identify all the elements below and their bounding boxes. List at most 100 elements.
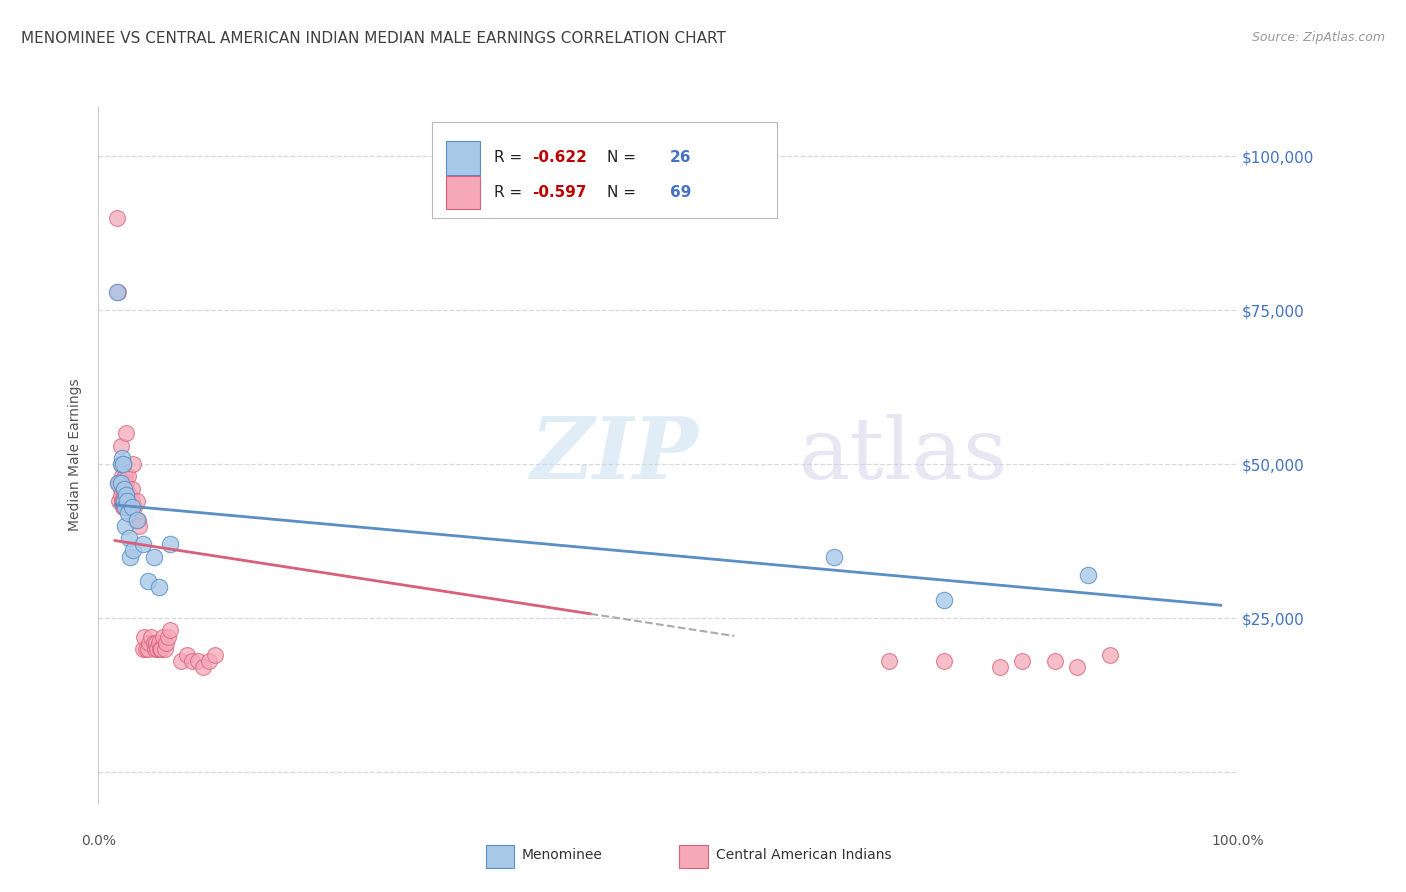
Point [114, 500, 136, 515]
Bar [679, 845, 707, 868]
Point [877, 654, 900, 668]
Point [117, 507, 139, 521]
Point [115, 494, 138, 508]
Point [128, 518, 150, 533]
Point [1077, 568, 1099, 582]
Point [117, 469, 139, 483]
Point [1066, 660, 1088, 674]
Point [143, 641, 166, 656]
Point [142, 549, 165, 564]
Point [110, 439, 132, 453]
Point [112, 500, 135, 515]
Text: atlas: atlas [799, 413, 1008, 497]
Point [118, 500, 141, 515]
Point [108, 494, 131, 508]
Point [114, 518, 136, 533]
Text: Menominee: Menominee [522, 848, 603, 862]
Point [823, 549, 845, 564]
Point [149, 641, 172, 656]
Point [136, 574, 159, 589]
Point [111, 494, 134, 508]
Point [204, 648, 226, 662]
Text: N =: N = [607, 186, 641, 200]
Point [127, 494, 149, 508]
Point [120, 549, 142, 564]
Text: -0.622: -0.622 [533, 151, 588, 165]
Point [107, 285, 129, 299]
Point [112, 457, 135, 471]
Point [111, 494, 134, 508]
Point [1099, 648, 1122, 662]
Point [108, 475, 131, 490]
Point [112, 488, 135, 502]
Y-axis label: Median Male Earnings: Median Male Earnings [69, 378, 83, 532]
Text: 100.0%: 100.0% [1211, 834, 1264, 848]
Point [152, 630, 174, 644]
Point [115, 426, 138, 441]
Point [934, 592, 956, 607]
Point [121, 457, 143, 471]
Point [110, 457, 132, 471]
Point [131, 537, 153, 551]
Point [153, 641, 176, 656]
Point [135, 641, 157, 656]
Bar [446, 141, 479, 175]
Point [112, 494, 135, 508]
Point [111, 475, 134, 490]
Bar [446, 176, 479, 210]
Point [122, 500, 145, 515]
Point [198, 654, 221, 668]
Point [1043, 654, 1066, 668]
Point [110, 475, 132, 490]
Point [148, 580, 170, 594]
Point [120, 500, 142, 515]
Point [117, 494, 139, 508]
Point [138, 636, 160, 650]
Point [136, 641, 159, 656]
Point [111, 457, 134, 471]
Point [121, 494, 143, 508]
Point [141, 630, 163, 644]
Point [118, 531, 141, 545]
Point [105, 211, 128, 225]
Point [110, 482, 132, 496]
Point [107, 475, 129, 490]
Point [193, 660, 215, 674]
Point [107, 475, 129, 490]
Point [187, 654, 209, 668]
Point [145, 636, 167, 650]
Point [159, 624, 181, 638]
Text: R =: R = [494, 151, 527, 165]
Point [934, 654, 956, 668]
Text: 69: 69 [671, 186, 692, 200]
Point [127, 512, 149, 526]
Text: -0.597: -0.597 [533, 186, 586, 200]
FancyBboxPatch shape [432, 121, 778, 218]
Point [115, 475, 138, 490]
Text: Central American Indians: Central American Indians [716, 848, 891, 862]
Point [181, 654, 204, 668]
Text: MENOMINEE VS CENTRAL AMERICAN INDIAN MEDIAN MALE EARNINGS CORRELATION CHART: MENOMINEE VS CENTRAL AMERICAN INDIAN MED… [21, 31, 725, 46]
Point [112, 482, 135, 496]
Point [124, 512, 146, 526]
Point [115, 500, 138, 515]
Point [121, 482, 143, 496]
Point [111, 500, 134, 515]
Point [155, 636, 177, 650]
Point [159, 537, 181, 551]
Text: R =: R = [494, 186, 527, 200]
Point [150, 641, 173, 656]
Point [114, 494, 136, 508]
Point [111, 469, 134, 483]
Point [115, 482, 138, 496]
Point [142, 636, 165, 650]
Point [157, 630, 180, 644]
Text: Source: ZipAtlas.com: Source: ZipAtlas.com [1251, 31, 1385, 45]
Point [1011, 654, 1033, 668]
Text: N =: N = [607, 151, 641, 165]
Point [170, 654, 193, 668]
Point [110, 488, 132, 502]
Text: 26: 26 [671, 151, 692, 165]
Bar [485, 845, 515, 868]
Point [111, 450, 134, 465]
